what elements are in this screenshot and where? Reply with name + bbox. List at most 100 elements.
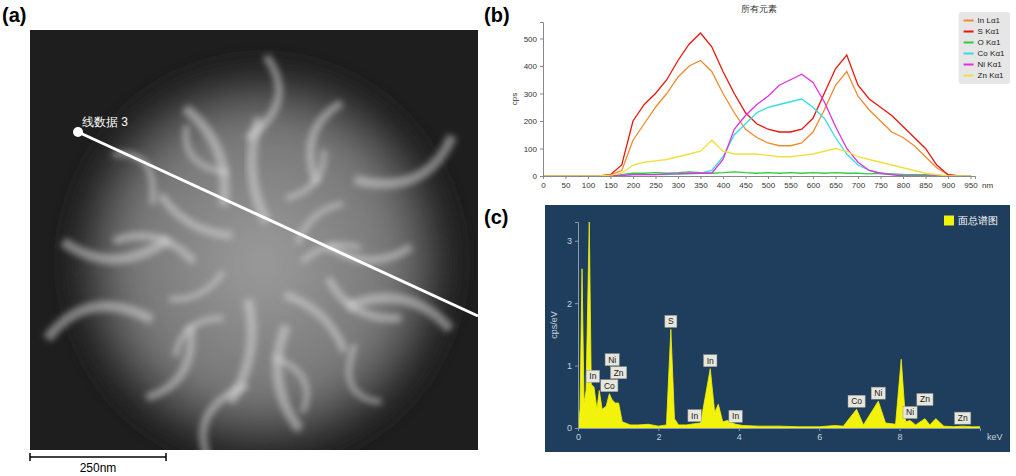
tick: 200 — [627, 176, 641, 190]
scale-bar-label: 250nm — [80, 461, 117, 475]
tick: 650 — [829, 176, 843, 190]
peak-label-box — [917, 394, 933, 406]
series-line — [543, 74, 971, 176]
legend-item: Zn Kα1 — [964, 71, 1005, 80]
tick: 6 — [817, 428, 822, 442]
tick: 450 — [739, 176, 753, 190]
tick-label: 650 — [829, 181, 843, 190]
tick-mark — [540, 39, 543, 40]
peak-label-box — [871, 387, 885, 399]
legend-label: 面总谱图 — [958, 215, 998, 226]
tick-mark — [791, 176, 792, 179]
tick: 0 — [567, 423, 578, 433]
tick-mark — [566, 176, 567, 179]
tick-label: 2 — [567, 299, 572, 309]
tick: 350 — [694, 176, 708, 190]
series-line — [543, 61, 971, 177]
peak-label-box — [704, 355, 717, 367]
peak-label-text: Ni — [608, 355, 616, 365]
tick-label: 100 — [582, 181, 596, 190]
peak-label-box — [848, 395, 865, 407]
legend-label: Zn Kα1 — [978, 71, 1005, 80]
nanosheet — [203, 385, 247, 450]
scale-bar-end — [29, 453, 31, 461]
legend-item: In Lα1 — [964, 16, 1001, 25]
tick: 750 — [874, 176, 888, 190]
tick: 0 — [576, 428, 581, 442]
tick-label: 350 — [694, 181, 708, 190]
tick: 500 — [524, 35, 543, 44]
legend-item: Ni Kα1 — [964, 60, 1003, 69]
series-line — [543, 99, 971, 176]
tick: 200 — [524, 117, 543, 126]
tick-label: 400 — [717, 181, 731, 190]
peak-label: In — [586, 370, 599, 382]
tick-label: 150 — [604, 181, 618, 190]
tick: 300 — [524, 90, 543, 99]
peak-label-box — [903, 407, 917, 419]
nanosheet — [47, 306, 152, 339]
chart-panel: 024680123cps/eVkeV面总谱图InCoZnNiSInInInCoN… — [545, 205, 1010, 452]
tick-mark — [575, 241, 578, 242]
legend-label: O Kα1 — [978, 38, 1001, 47]
tick: 50 — [562, 176, 571, 190]
y-axis-title: cps/eV — [549, 311, 559, 339]
nanosheet — [252, 118, 267, 222]
axis-line — [540, 23, 544, 177]
legend-item: S Kα1 — [964, 27, 1001, 36]
nanosheet — [113, 154, 153, 204]
tick-label: 200 — [627, 181, 641, 190]
peak-label-text: In — [589, 371, 596, 381]
nanosheet — [147, 326, 191, 398]
tick-mark — [819, 428, 820, 431]
nanosheet — [310, 103, 341, 183]
tick-mark — [723, 176, 724, 179]
tick-label: 8 — [898, 432, 903, 442]
peak-label-text: S — [668, 316, 674, 326]
tick-mark — [813, 176, 814, 179]
tick-label: 0 — [576, 432, 581, 442]
tick: 100 — [524, 145, 543, 154]
tick-mark — [948, 176, 949, 179]
axis: 0100200300400500 — [524, 23, 544, 182]
panel-label: (c) — [484, 206, 508, 228]
peak-label: Zn — [917, 394, 933, 406]
tick-label: 0 — [533, 172, 538, 181]
tick: 500 — [762, 176, 776, 190]
peak-label: Co — [601, 380, 618, 392]
tick-label: 0 — [567, 423, 572, 433]
tick-mark — [903, 176, 904, 179]
tick: 700 — [852, 176, 866, 190]
tick: 2 — [567, 299, 578, 309]
tick-mark — [746, 176, 747, 179]
tick-mark — [633, 176, 634, 179]
tick-label: 50 — [562, 181, 571, 190]
tick: 1 — [567, 361, 578, 371]
tick-label: 500 — [762, 181, 776, 190]
tick-label: 3 — [567, 236, 572, 246]
legend-item: 面总谱图 — [944, 215, 998, 226]
peak-label-text: Zn — [614, 368, 624, 378]
legend-label: S Kα1 — [978, 27, 1001, 36]
peak-label: Ni — [605, 354, 619, 366]
tick-mark — [611, 176, 612, 179]
peak-label-text: Co — [851, 396, 862, 406]
axis-line — [575, 223, 579, 429]
nanosheet — [175, 318, 223, 356]
legend-label: Co Kα1 — [978, 49, 1005, 58]
nanosheet — [349, 344, 381, 402]
nanosheet — [347, 298, 450, 329]
tick-mark — [836, 176, 837, 179]
tick-mark — [971, 176, 972, 179]
tick-mark — [658, 428, 659, 431]
scan-line — [78, 132, 478, 316]
tick-mark — [701, 176, 702, 179]
scale-bar-end — [165, 453, 167, 461]
tick-mark — [656, 176, 657, 179]
tick-label: 900 — [942, 181, 956, 190]
tick-label: 500 — [524, 35, 538, 44]
tick: 950 — [964, 176, 978, 190]
peak-label: Ni — [871, 387, 885, 399]
peak-label-box — [729, 410, 742, 422]
peak-label-text: In — [691, 411, 698, 421]
